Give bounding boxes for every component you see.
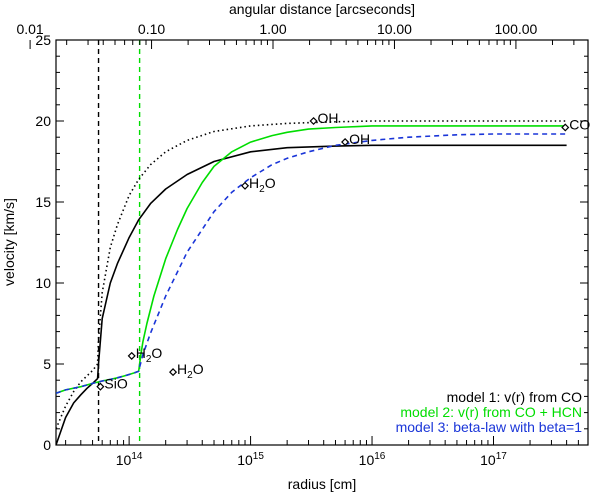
- top-tick-label: 0.01: [16, 21, 43, 37]
- series-line-4: [56, 133, 567, 394]
- x-tick-label: 1017: [480, 451, 507, 468]
- top-axis-title: angular distance [arcseconds]: [229, 1, 415, 17]
- y-tick-label: 20: [35, 113, 51, 129]
- top-tick-label: 1.00: [259, 21, 286, 37]
- marker-diamond: [127, 351, 136, 360]
- y-tick-label: 0: [43, 437, 51, 453]
- y-tick-label: 5: [43, 356, 51, 372]
- marker-label: OH: [349, 131, 370, 147]
- marker-diamond: [309, 116, 318, 126]
- x-tick-label: 1014: [116, 451, 143, 468]
- y-tick-label: 10: [35, 275, 51, 291]
- marker-label: OH: [318, 110, 339, 126]
- markers-layer: CO OH OH H2O H2O H2O SiO: [96, 110, 590, 392]
- plot-frame: [55, 39, 589, 446]
- y-axis-title: velocity [km/s]: [1, 198, 17, 286]
- series-layer: [56, 40, 567, 445]
- legend-entry-2: model 2: v(r) from CO + HCN: [400, 404, 582, 420]
- y-tick-label: 25: [35, 32, 51, 48]
- x-axis-title: radius [cm]: [288, 476, 356, 492]
- legend-entry-1: model 1: v(r) from CO: [447, 389, 582, 405]
- marker-diamond: [169, 368, 178, 377]
- x-tick-label: 1015: [237, 451, 264, 468]
- marker-diamond: [341, 138, 350, 147]
- y-tick-label: 15: [35, 194, 51, 210]
- top-tick-label: 0.10: [138, 21, 165, 37]
- marker-label: H2O: [249, 175, 276, 195]
- marker-label: H2O: [136, 345, 163, 365]
- top-tick-label: 100.00: [495, 21, 538, 37]
- marker-label: SiO: [104, 376, 127, 392]
- marker-label: H2O: [177, 361, 204, 381]
- marker-label: CO: [569, 116, 590, 132]
- legend-entry-3: model 3: beta-law with beta=1: [396, 419, 583, 435]
- top-tick-label: 10.00: [377, 21, 412, 37]
- series-line-1: [56, 144, 567, 445]
- marker-diamond: [561, 123, 570, 132]
- marker-diamond: [240, 181, 250, 190]
- marker-diamond: [96, 382, 105, 391]
- series-line-2: [56, 120, 567, 430]
- x-tick-label: 1016: [359, 451, 386, 468]
